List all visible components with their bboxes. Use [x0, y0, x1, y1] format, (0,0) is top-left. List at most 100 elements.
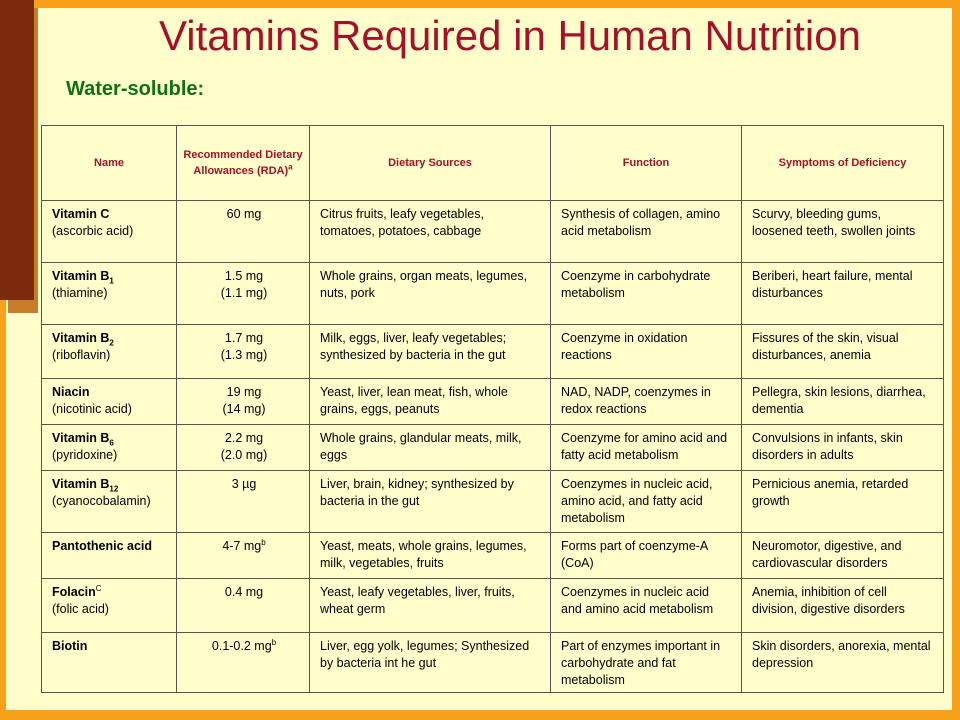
- cell-symptoms: Anemia, inhibition of cell division, dig…: [741, 578, 944, 633]
- cell-function: Coenzyme in carbohydrate metabolism: [550, 262, 742, 325]
- table-row: Vitamin B2 (riboflavin) 1.7 mg (1.3 mg) Milk…: [41, 324, 944, 379]
- cell-name: Niacin (nicotinic acid): [41, 378, 177, 425]
- cell-symptoms: Beriberi, heart failure, mental disturba…: [741, 262, 944, 325]
- cell-function: Coenzymes in nucleic acid and amino acid…: [550, 578, 742, 633]
- header-rda-footnote: a: [288, 162, 293, 172]
- cell-sources: Yeast, liver, lean meat, fish, whole gra…: [309, 378, 551, 425]
- vitamin-name-subscript: 12: [109, 484, 119, 494]
- vitamin-chemical-name: (nicotinic acid): [52, 402, 132, 416]
- frame-right-border: [952, 0, 960, 720]
- cell-rda: 2.2 mg (2.0 mg): [176, 424, 310, 471]
- cell-symptoms: Pellegra, skin lesions, diarrhea, dement…: [741, 378, 944, 425]
- cell-function: Forms part of coenzyme-A (CoA): [550, 532, 742, 579]
- vitamin-chemical-name: (thiamine): [52, 286, 108, 300]
- vitamin-chemical-name: (folic acid): [52, 602, 109, 616]
- frame-left-border: [0, 0, 6, 720]
- rda-value: 19 mg: [226, 385, 262, 399]
- cell-symptoms: Scurvy, bleeding gums, loosened teeth, s…: [741, 200, 944, 263]
- cell-rda: 1.5 mg (1.1 mg): [176, 262, 310, 325]
- cell-name: Vitamin B2 (riboflavin): [41, 324, 177, 379]
- vitamin-chemical-name: (riboflavin): [52, 348, 111, 362]
- vitamin-chemical-name: (pyridoxine): [52, 448, 118, 462]
- header-name: Name: [41, 125, 177, 201]
- cell-sources: Whole grains, organ meats, legumes, nuts…: [309, 262, 551, 325]
- table-row: FolacinC (folic acid) 0.4 mg Yeast, leafy v…: [41, 578, 944, 633]
- cell-name: Vitamin C (ascorbic acid): [41, 200, 177, 263]
- rda-value: 4-7 mg: [222, 539, 262, 553]
- cell-name: Vitamin B1 (thiamine): [41, 262, 177, 325]
- cell-symptoms: Pernicious anemia, retarded growth: [741, 470, 944, 533]
- table-row: Pantothenic acid 4-7 mgb Yeast, meats, who…: [41, 532, 944, 579]
- vitamin-name: Vitamin B: [52, 331, 110, 345]
- table-row: Biotin 0.1-0.2 mgb Liver, egg yolk, legume…: [41, 632, 944, 693]
- cell-symptoms: Fissures of the skin, visual disturbance…: [741, 324, 944, 379]
- cell-rda: 4-7 mgb: [176, 532, 310, 579]
- vitamin-chemical-name: (ascorbic acid): [52, 224, 134, 238]
- section-subtitle: Water-soluble:: [66, 78, 205, 100]
- vitamin-name-subscript: 2: [109, 338, 114, 348]
- vitamin-name: Vitamin B: [52, 431, 110, 445]
- vitamin-name: Vitamin B: [52, 269, 110, 283]
- table-row: Niacin (nicotinic acid) 19 mg (14 mg) Yeast…: [41, 378, 944, 425]
- cell-name: Pantothenic acid: [41, 532, 177, 579]
- rda-value: 1.7 mg: [224, 331, 264, 345]
- cell-sources: Yeast, meats, whole grains, legumes, mil…: [309, 532, 551, 579]
- cell-name: FolacinC (folic acid): [41, 578, 177, 633]
- header-rda-label: Recommended Dietary Allowances (RDA): [183, 149, 303, 177]
- table-row: Vitamin B12 (cyanocobalamin) 3 µg Liver, br…: [41, 470, 944, 533]
- cell-name: Biotin: [41, 632, 177, 693]
- vitamins-table: Name Recommended Dietary Allowances (RDA…: [41, 125, 944, 693]
- table-row: Vitamin B6 (pyridoxine) 2.2 mg (2.0 mg) Whol…: [41, 424, 944, 471]
- rda-value-secondary: (14 mg): [222, 402, 266, 416]
- header-function: Function: [550, 125, 742, 201]
- page-title: Vitamins Required in Human Nutrition: [159, 12, 861, 59]
- vitamin-name: Folacin: [52, 585, 96, 599]
- vitamin-name-subscript: 1: [109, 276, 114, 286]
- rda-value: 3 µg: [231, 477, 257, 491]
- cell-function: Coenzyme in oxidation reactions: [550, 324, 742, 379]
- rda-value: 1.5 mg: [224, 269, 264, 283]
- cell-function: NAD, NADP, coenzymes in redox reactions: [550, 378, 742, 425]
- table-row: Vitamin C (ascorbic acid) 60 mg Citrus frui…: [41, 200, 944, 263]
- frame-top-border: [0, 0, 960, 8]
- frame-bottom-border: [0, 710, 960, 720]
- cell-sources: Liver, brain, kidney; synthesized by bac…: [309, 470, 551, 533]
- cell-sources: Whole grains, glandular meats, milk, egg…: [309, 424, 551, 471]
- vitamin-name: Vitamin C: [52, 207, 110, 221]
- cell-symptoms: Convulsions in infants, skin disorders i…: [741, 424, 944, 471]
- rda-value: 0.4 mg: [224, 585, 264, 599]
- header-symptoms: Symptoms of Deficiency: [741, 125, 944, 201]
- header-sources: Dietary Sources: [309, 125, 551, 201]
- vitamin-name: Pantothenic acid: [52, 539, 153, 553]
- cell-function: Part of enzymes important in carbohydrat…: [550, 632, 742, 693]
- cell-name: Vitamin B6 (pyridoxine): [41, 424, 177, 471]
- cell-function: Coenzyme for amino acid and fatty acid m…: [550, 424, 742, 471]
- rda-value: 2.2 mg: [224, 431, 264, 445]
- rda-value-secondary: (1.3 mg): [220, 348, 268, 362]
- cell-rda: 1.7 mg (1.3 mg): [176, 324, 310, 379]
- cell-symptoms: Skin disorders, anorexia, mental depress…: [741, 632, 944, 693]
- vitamin-name: Niacin: [52, 385, 90, 399]
- cell-function: Coenzymes in nucleic acid, amino acid, a…: [550, 470, 742, 533]
- rda-footnote: b: [261, 537, 266, 547]
- header-rda: Recommended Dietary Allowances (RDA)a: [176, 125, 310, 201]
- vitamin-name-superscript: C: [95, 583, 102, 593]
- rda-value-secondary: (2.0 mg): [220, 448, 268, 462]
- cell-rda: 19 mg (14 mg): [176, 378, 310, 425]
- cell-function: Synthesis of collagen, amino acid metabo…: [550, 200, 742, 263]
- rda-footnote: b: [271, 637, 277, 647]
- cell-rda: 0.1-0.2 mgb: [176, 632, 310, 693]
- table-row: Vitamin B1 (thiamine) 1.5 mg (1.1 mg) Whole …: [41, 262, 944, 325]
- rda-value: 60 mg: [226, 207, 262, 221]
- cell-sources: Liver, egg yolk, legumes; Synthesized by…: [309, 632, 551, 693]
- cell-sources: Citrus fruits, leafy vegetables, tomatoe…: [309, 200, 551, 263]
- cell-sources: Yeast, leafy vegetables, liver, fruits, …: [309, 578, 551, 633]
- cell-rda: 0.4 mg: [176, 578, 310, 633]
- rda-value: 0.1-0.2 mg: [211, 639, 272, 653]
- vitamin-chemical-name: (cyanocobalamin): [52, 494, 151, 508]
- vitamin-name-subscript: 6: [109, 438, 114, 448]
- vitamin-name: Vitamin B: [52, 477, 110, 491]
- table-header-row: Name Recommended Dietary Allowances (RDA…: [41, 125, 944, 201]
- cell-symptoms: Neuromotor, digestive, and cardiovascula…: [741, 532, 944, 579]
- cell-name: Vitamin B12 (cyanocobalamin): [41, 470, 177, 533]
